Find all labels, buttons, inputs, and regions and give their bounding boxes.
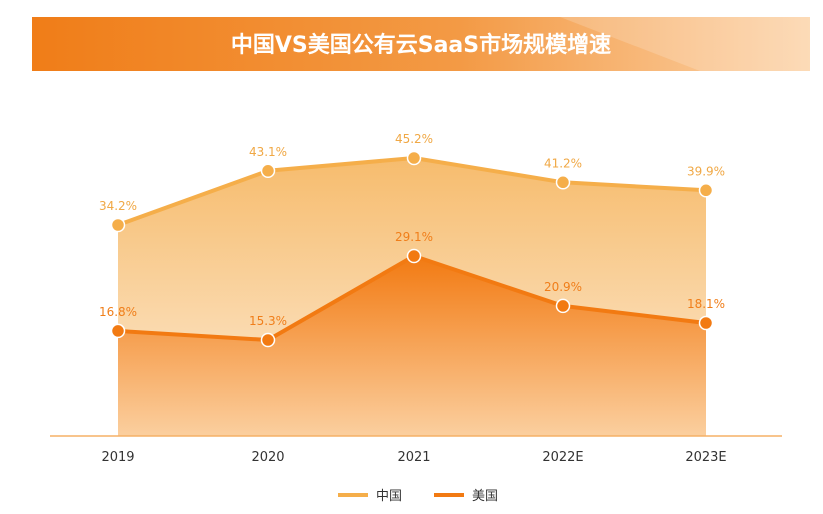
x-tick-2021: 2021 bbox=[397, 450, 430, 465]
usa-label-2020: 15.3% bbox=[249, 314, 287, 328]
legend-item-china: 中国 bbox=[338, 489, 402, 504]
usa-point-2019 bbox=[110, 323, 126, 339]
china-data-labels: 34.2% 43.1% 45.2% 41.2% 39.9% bbox=[99, 132, 725, 213]
usa-label-2019: 16.8% bbox=[99, 305, 137, 319]
china-point-2023E bbox=[698, 183, 714, 198]
usa-point-2021 bbox=[406, 248, 422, 264]
legend: 中国 美国 bbox=[338, 489, 498, 504]
legend-label-usa: 美国 bbox=[472, 489, 498, 504]
china-label-2020: 43.1% bbox=[249, 145, 287, 159]
usa-label-2021: 29.1% bbox=[395, 230, 433, 244]
china-label-2021: 45.2% bbox=[395, 132, 433, 146]
title-banner-accent bbox=[560, 17, 810, 71]
chart-title: 中国VS美国公有云SaaS市场规模增速 bbox=[231, 32, 611, 58]
china-point-2020 bbox=[260, 163, 276, 179]
usa-point-2022E bbox=[555, 298, 571, 314]
china-point-2022E bbox=[555, 175, 571, 190]
x-tick-2022E: 2022E bbox=[542, 450, 583, 465]
usa-label-2022E: 20.9% bbox=[544, 280, 582, 294]
title-banner: 中国VS美国公有云SaaS市场规模增速 bbox=[32, 17, 810, 71]
usa-point-2020 bbox=[260, 332, 276, 348]
x-tick-labels: 2019 2020 2021 2022E 2023E bbox=[101, 450, 726, 465]
usa-data-labels: 16.8% 15.3% 29.1% 20.9% 18.1% bbox=[99, 230, 725, 328]
china-label-2022E: 41.2% bbox=[544, 156, 582, 170]
china-label-2023E: 39.9% bbox=[687, 164, 725, 178]
x-tick-2019: 2019 bbox=[101, 450, 134, 465]
x-tick-2020: 2020 bbox=[251, 450, 284, 465]
china-label-2019: 34.2% bbox=[99, 199, 137, 213]
usa-area bbox=[118, 256, 706, 436]
usa-label-2023E: 18.1% bbox=[687, 297, 725, 311]
x-tick-2023E: 2023E bbox=[685, 450, 726, 465]
usa-points bbox=[110, 248, 714, 348]
china-point-2019 bbox=[110, 217, 126, 233]
usa-point-2023E bbox=[698, 315, 714, 331]
plot-area: 34.2% 43.1% 45.2% 41.2% 39.9% 16.8% 15.3% 29.1… bbox=[50, 132, 782, 465]
china-points bbox=[110, 150, 714, 233]
china-point-2021 bbox=[406, 150, 422, 166]
legend-label-china: 中国 bbox=[376, 489, 402, 504]
legend-item-usa: 美国 bbox=[434, 489, 498, 504]
title-banner-background bbox=[32, 17, 810, 71]
